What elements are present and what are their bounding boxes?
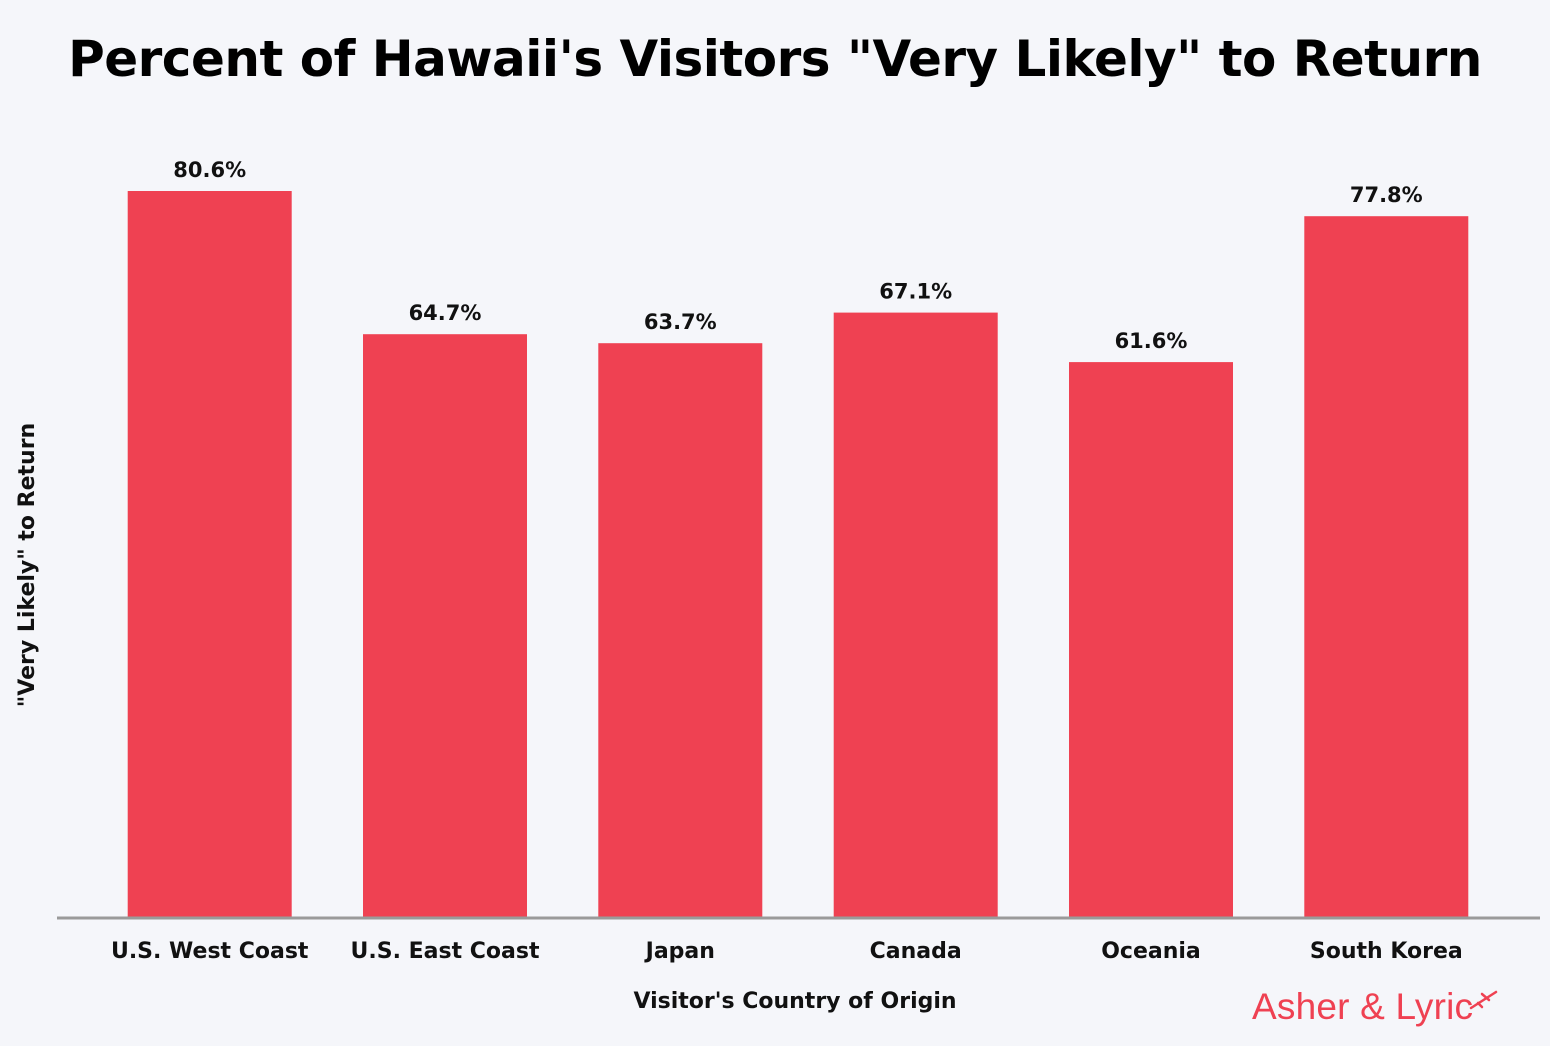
bar-value-label: 77.8% bbox=[1350, 183, 1423, 207]
tick-labels-layer: U.S. West Coast U.S. East Coast Japan Canad… bbox=[111, 939, 1463, 964]
chart-title: Percent of Hawaii's Visitors "Very Likel… bbox=[68, 30, 1482, 88]
x-axis-title: Visitor's Country of Origin bbox=[633, 989, 956, 1014]
bar bbox=[363, 334, 527, 917]
bar-value-label: 64.7% bbox=[409, 301, 482, 325]
bar-value-label: 63.7% bbox=[644, 310, 717, 334]
bar bbox=[1069, 362, 1233, 918]
bar-value-label: 61.6% bbox=[1115, 329, 1188, 353]
bar bbox=[1304, 216, 1469, 917]
brand-name: Asher & Lyric bbox=[1252, 986, 1474, 1027]
x-tick-label: South Korea bbox=[1310, 939, 1463, 964]
x-tick-label: Oceania bbox=[1101, 939, 1201, 964]
value-labels-layer: 80.6% 64.7% 63.7% 67.1% 61.6% 77.8% bbox=[173, 158, 1422, 353]
airplane-icon bbox=[1470, 990, 1498, 1010]
bar bbox=[833, 312, 998, 918]
y-axis-title: "Very Likely" to Return bbox=[15, 423, 40, 707]
bar bbox=[127, 191, 292, 917]
brand-logo: Asher & Lyric bbox=[1252, 982, 1499, 1032]
x-tick-label: U.S. East Coast bbox=[351, 939, 540, 964]
bar-value-label: 80.6% bbox=[173, 158, 246, 182]
bars-layer bbox=[127, 191, 1469, 918]
x-tick-label: Canada bbox=[870, 939, 962, 964]
bar-value-label: 67.1% bbox=[879, 280, 952, 304]
bar bbox=[598, 343, 763, 917]
x-tick-label: Japan bbox=[644, 939, 715, 964]
x-tick-label: U.S. West Coast bbox=[111, 939, 309, 964]
